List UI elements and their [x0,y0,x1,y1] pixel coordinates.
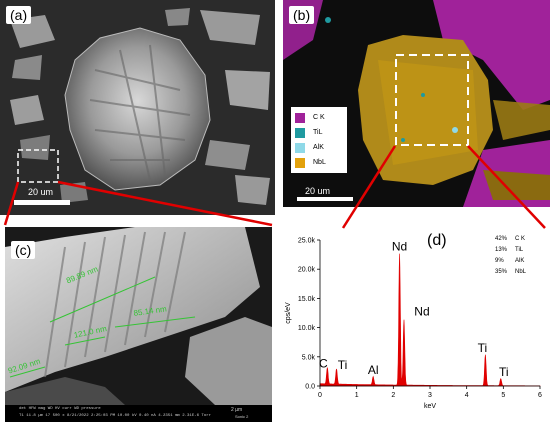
composition-pct: 42% [495,236,508,242]
x-axis-label: keV [424,403,436,410]
peak-label: Ti [338,358,348,372]
y-axis-label: cps/eV [285,302,292,324]
x-tick-label: 3 [428,392,432,399]
x-tick-label: 4 [465,392,469,399]
infobar-scale: 2 µm [231,407,243,413]
peak-label: Nd [392,240,407,254]
x-tick-label: 2 [391,392,395,399]
infobar-extra: Sonic 2 [235,414,249,419]
panel-c: (c) 89.89 nm 85.14 nm 121.0 nm 92.09 nm det… [5,227,272,422]
composition-name: NbL [515,269,527,275]
legend-item: TiL [295,125,343,140]
y-tick-label: 15.0k [298,296,316,303]
composition-row: 13% TiL [495,245,526,256]
sem-image-a [0,0,275,215]
panel-b: (b) C K TiL AlK NbL 20 um [283,0,550,207]
legend-swatch [295,157,305,168]
sem-infobar: det HFW mag WD HV curr WD pressure T1 11… [5,405,272,422]
panel-d-label: (d) [423,232,451,250]
legend-label: AlK [313,144,324,151]
legend-item: AlK [295,140,343,155]
x-tick-label: 6 [538,392,542,399]
infobar-headers: det HFW mag WD HV curr WD pressure [19,407,101,411]
y-tick-label: 25.0k [298,238,316,245]
legend-swatch [295,142,305,153]
scalebar-label-a: 20 um [28,187,54,197]
eds-map-b [283,0,550,207]
peak-label: C [319,357,328,371]
infobar-values: T1 11.8 µm 17 500 x 8/21/2022 2:25:03 PM… [19,414,212,418]
x-tick-label: 5 [501,392,505,399]
composition-row: 35% NbL [495,267,526,278]
y-tick-label: 10.0k [298,325,316,332]
panel-d: 0 1 2 3 4 5 6 0.0 5.0k 10.0k 15.0k 20.0k 25.0k keV cps… [282,228,550,423]
peak-label: Ti [499,365,509,379]
legend-swatch [295,112,305,123]
x-tick-label: 0 [318,392,322,399]
eds-spectrum: 0 1 2 3 4 5 6 0.0 5.0k 10.0k 15.0k 20.0k 25.0k keV cps… [285,238,542,411]
composition-row: 9% AlK [495,256,526,267]
legend-swatch [295,127,305,138]
legend-label: NbL [313,159,326,166]
composition-table: 42% C K 13% TiL 9% AlK 35% NbL [495,234,526,278]
y-tick-label: 20.0k [298,267,316,274]
sem-image-c [5,227,272,422]
peak-label: Ti [478,341,488,355]
y-tick-label: 5.0k [302,354,316,361]
peak-label: Al [368,363,379,377]
panel-b-label: (b) [289,6,315,24]
y-tick-label: 0.0 [305,384,315,391]
panel-a: (a) 20 um [0,0,275,215]
legend-label: TiL [313,129,323,136]
composition-name: TiL [515,247,524,253]
legend-item: C K [295,110,343,125]
composition-pct: 13% [495,247,508,253]
composition-pct: 35% [495,269,508,275]
peak-label: Nd [414,305,429,319]
scalebar-label-b: 20 um [305,186,331,196]
composition-row: 42% C K [495,234,526,245]
panel-a-label: (a) [6,6,32,24]
legend-label: C K [313,114,325,121]
legend-item: NbL [295,155,343,170]
composition-name: C K [515,236,526,242]
composition-name: AlK [515,258,525,264]
x-tick-label: 1 [355,392,359,399]
panel-c-label: (c) [11,241,36,259]
composition-pct: 9% [495,258,504,264]
eds-legend: C K TiL AlK NbL [291,107,347,173]
